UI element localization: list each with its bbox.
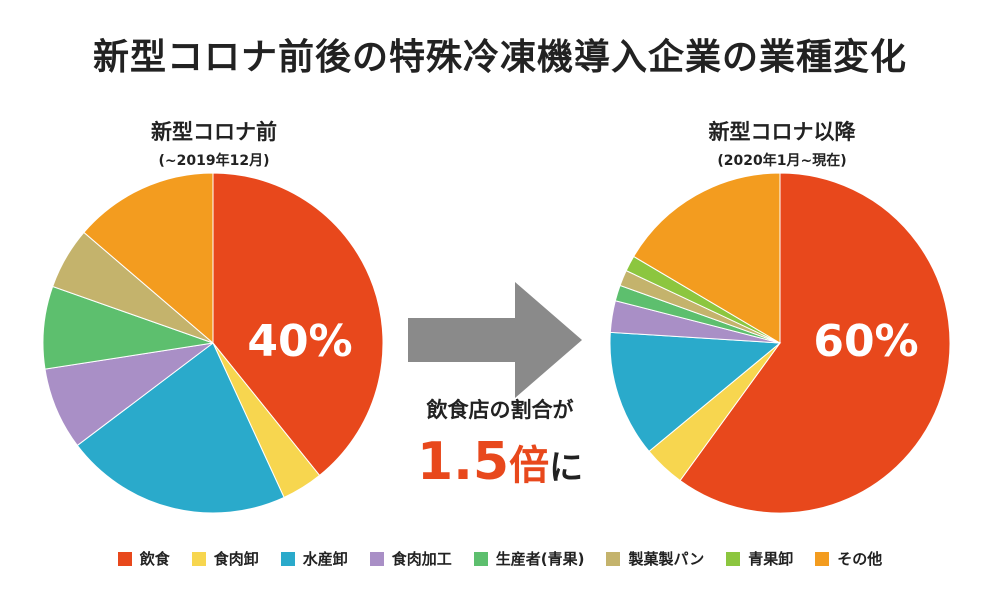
legend-label: 食肉卸 bbox=[213, 550, 259, 568]
pie-slice-before-2 bbox=[76, 342, 285, 514]
legend-label: その他 bbox=[837, 550, 883, 568]
legend-item: その他 bbox=[815, 548, 882, 569]
comparison-highlight: 1.5倍に bbox=[380, 432, 620, 492]
chart-title-after: 新型コロナ以降 bbox=[708, 120, 856, 144]
legend-label: 生産者(青果) bbox=[495, 550, 585, 568]
legend-item: 飲食 bbox=[117, 548, 170, 569]
legend-item: 製菓製パン bbox=[606, 548, 704, 569]
pie-slice-after-2 bbox=[609, 331, 782, 453]
legend-swatch bbox=[280, 551, 295, 566]
page-title: 新型コロナ前後の特殊冷凍機導入企業の業種変化 bbox=[92, 37, 907, 78]
legend-swatch bbox=[473, 551, 488, 566]
legend-item: 水産卸 bbox=[280, 548, 348, 569]
pie-chart-after bbox=[609, 172, 951, 514]
comparison-caption: 飲食店の割合が bbox=[426, 398, 574, 422]
legend: 飲食 食肉卸 水産卸 食肉加工 生産者(青果) 製菓製パン 青果卸 その他 bbox=[0, 548, 1000, 569]
pie-slice-after-0 bbox=[679, 172, 951, 514]
legend-swatch bbox=[606, 551, 621, 566]
pie-highlight-label-before: 40% bbox=[247, 316, 352, 367]
legend-item: 青果卸 bbox=[726, 548, 793, 569]
chart-header-after: 新型コロナ以降 (2020年1月~現在) bbox=[632, 116, 932, 170]
chart-header-before: 新型コロナ前 (~2019年12月) bbox=[64, 116, 364, 170]
pie-slice-after-7 bbox=[632, 172, 781, 344]
comparison-unit: 倍 bbox=[509, 443, 550, 489]
legend-item: 食肉卸 bbox=[191, 548, 259, 569]
chart-title-before: 新型コロナ前 bbox=[151, 120, 277, 144]
comparison-number: 1.5 bbox=[416, 432, 510, 492]
legend-swatch bbox=[726, 551, 741, 566]
pie-slice-before-7 bbox=[83, 172, 214, 345]
legend-swatch bbox=[117, 551, 132, 566]
legend-label: 飲食 bbox=[139, 550, 170, 568]
legend-label: 水産卸 bbox=[302, 550, 348, 568]
legend-label: 青果卸 bbox=[748, 550, 794, 568]
comparison-suffix: に bbox=[549, 448, 584, 488]
legend-item: 生産者(青果) bbox=[473, 548, 585, 569]
chart-subtitle-before: (~2019年12月) bbox=[158, 153, 270, 169]
legend-label: 食肉加工 bbox=[391, 550, 452, 568]
legend-swatch bbox=[191, 551, 206, 566]
legend-label: 製菓製パン bbox=[628, 550, 705, 568]
legend-swatch bbox=[815, 551, 830, 566]
pie-slice-before-0 bbox=[212, 172, 384, 477]
arrow-icon bbox=[408, 282, 582, 398]
legend-item: 食肉加工 bbox=[369, 548, 452, 569]
chart-subtitle-after: (2020年1月~現在) bbox=[717, 153, 847, 169]
pie-highlight-label-after: 60% bbox=[813, 316, 918, 367]
pie-chart-before bbox=[42, 172, 384, 514]
legend-swatch bbox=[369, 551, 384, 566]
